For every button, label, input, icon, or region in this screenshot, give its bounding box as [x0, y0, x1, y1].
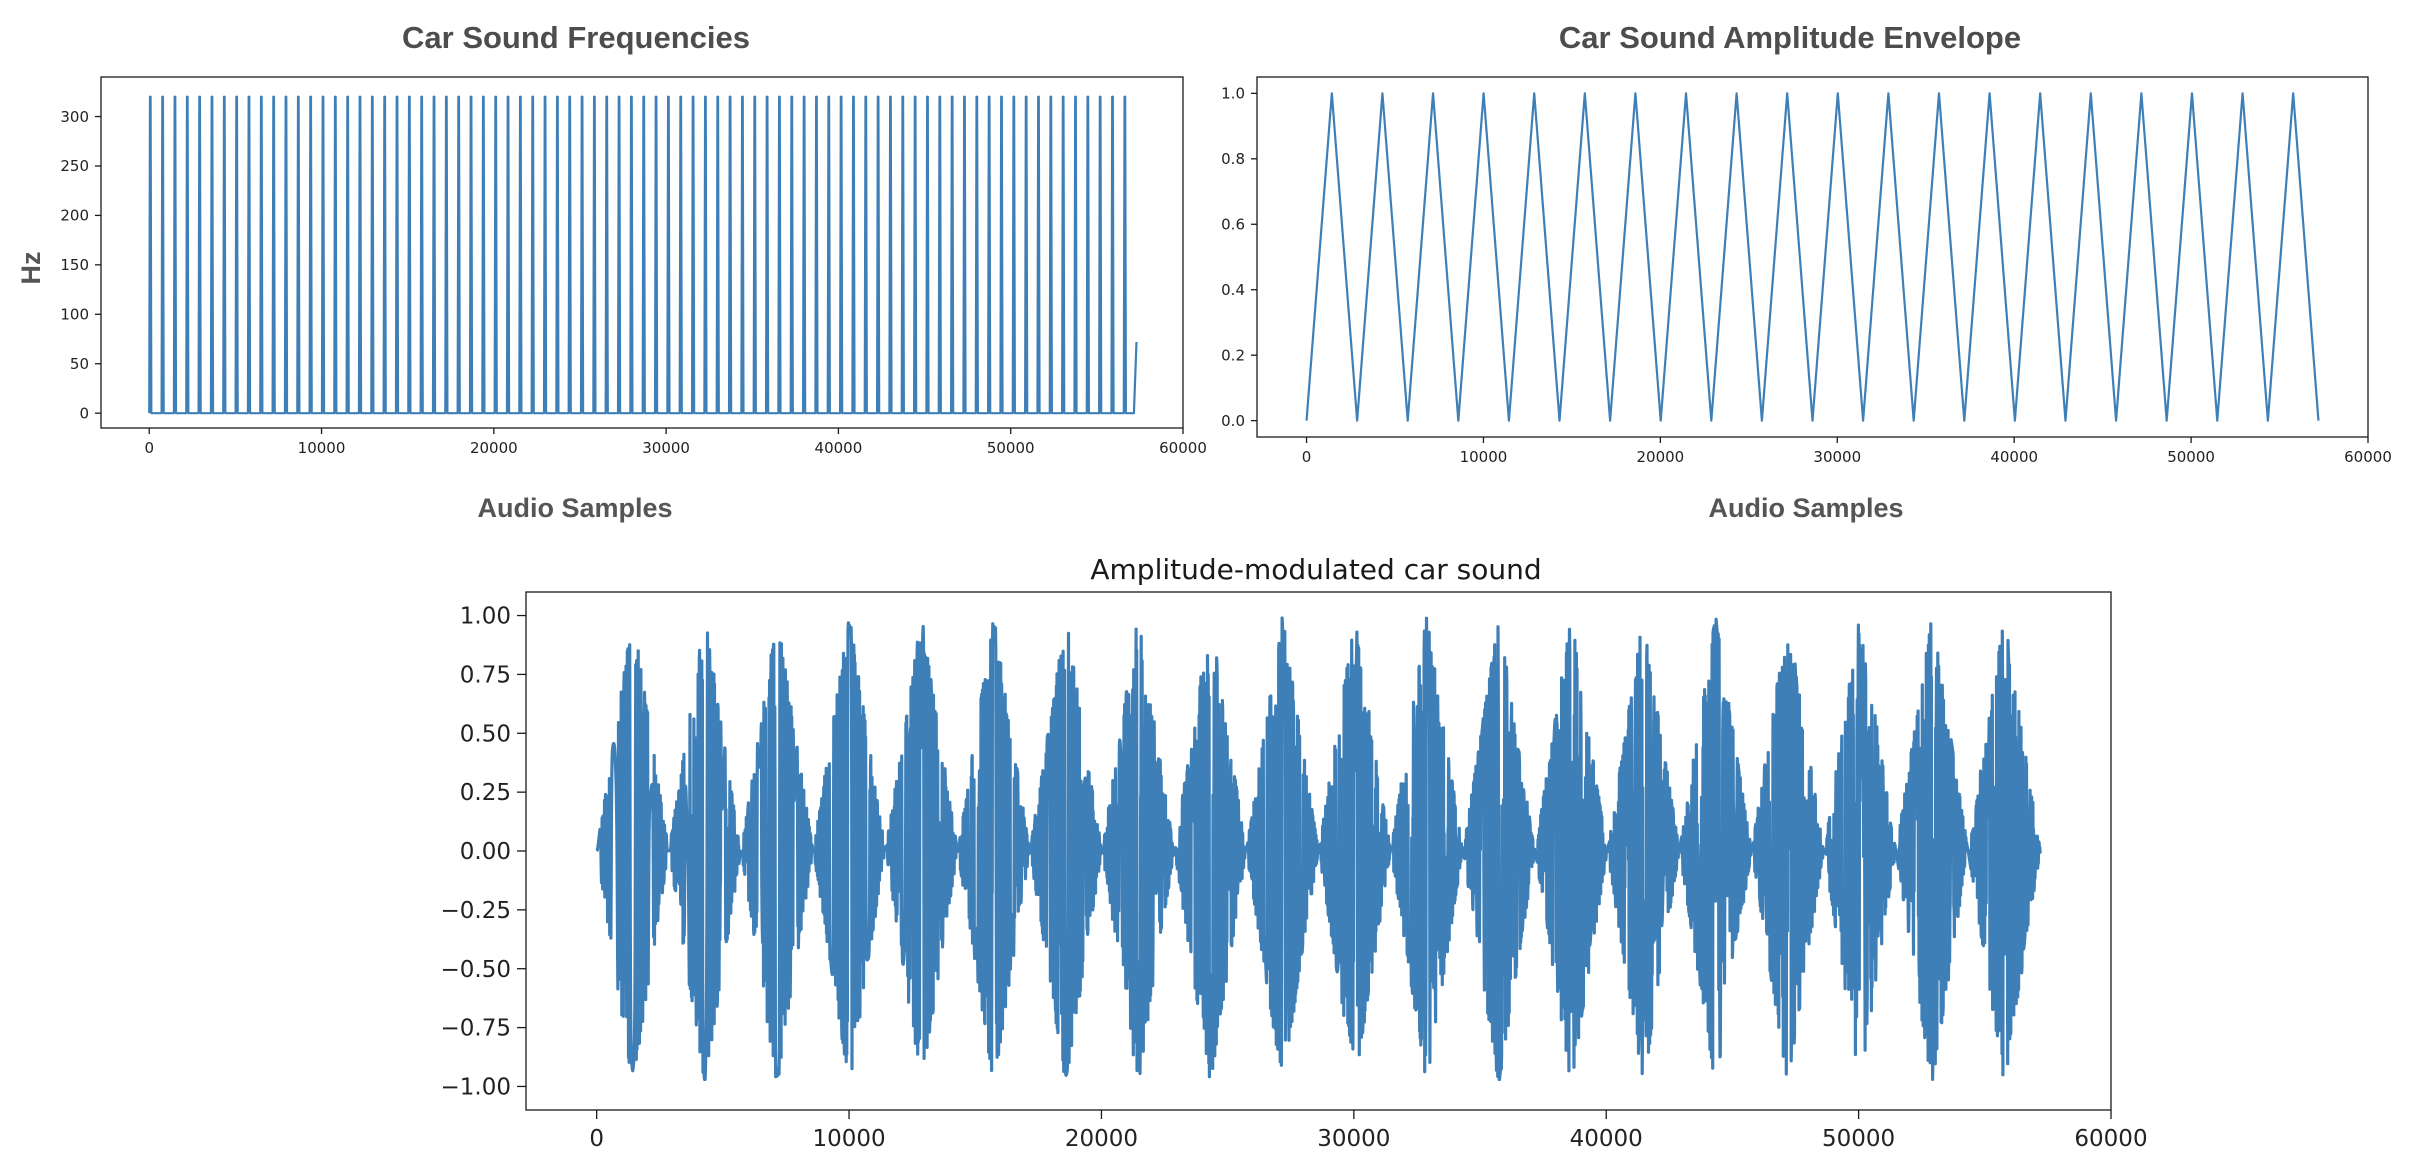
- frequencies-y-tick-label: 200: [60, 207, 89, 225]
- envelope-axes-frame: [1256, 76, 2369, 438]
- envelope-plot-area: [1305, 92, 2320, 422]
- envelope-y-ticks: 0.0 0.2 0.4 0.6 0.8 1.0: [1221, 85, 1257, 430]
- frequencies-y-ticks: 0 50 100 150 200 250 300: [60, 108, 101, 422]
- modulated-y-tick-label: 0.25: [460, 780, 511, 806]
- modulated-axes-frame: [525, 591, 2112, 1111]
- frequencies-x-tick-label: 10000: [298, 439, 346, 457]
- modulated-y-tick-label: 0.50: [460, 721, 511, 747]
- frequencies-chart: Car Sound Frequencies Hz Audio Samples 0…: [16, 20, 1207, 523]
- frequencies-axes-frame: [100, 76, 1184, 429]
- frequencies-x-tick-label: 0: [144, 439, 154, 457]
- modulated-y-tick-label: 0.00: [460, 839, 511, 865]
- modulated-series-line: [595, 616, 2042, 1081]
- envelope-chart-title: Car Sound Amplitude Envelope: [1559, 20, 2021, 55]
- modulated-x-tick-label: 60000: [2074, 1126, 2147, 1152]
- frequencies-plot-area: [148, 95, 1138, 415]
- envelope-x-axis-label: Audio Samples: [1708, 493, 1903, 523]
- modulated-x-tick-label: 30000: [1317, 1126, 1390, 1152]
- envelope-y-tick-label: 0.0: [1221, 412, 1245, 430]
- modulated-y-tick-label: −0.50: [441, 957, 511, 983]
- frequencies-y-tick-label: 0: [79, 404, 89, 422]
- frequencies-x-ticks: 0 10000 20000 30000 40000 50000 60000: [144, 428, 1207, 457]
- envelope-x-tick-label: 60000: [2344, 448, 2392, 466]
- envelope-x-tick-label: 50000: [2167, 448, 2215, 466]
- modulated-y-tick-label: 1.00: [460, 604, 511, 630]
- envelope-x-tick-label: 30000: [1813, 448, 1861, 466]
- envelope-y-tick-label: 0.4: [1221, 281, 1245, 299]
- modulated-x-tick-label: 50000: [1822, 1126, 1895, 1152]
- modulated-x-tick-label: 40000: [1570, 1126, 1643, 1152]
- modulated-y-ticks: 1.00 0.75 0.50 0.25 0.00 −0.25 −0.50 −0.75 −1.00: [441, 604, 526, 1101]
- envelope-x-tick-label: 40000: [1990, 448, 2038, 466]
- modulated-x-tick-label: 0: [589, 1126, 604, 1152]
- frequencies-x-axis-label: Audio Samples: [477, 493, 672, 523]
- envelope-chart: Car Sound Amplitude Envelope Audio Sampl…: [1221, 20, 2392, 523]
- frequencies-y-axis-label: Hz: [16, 252, 46, 285]
- frequencies-y-tick-label: 50: [70, 355, 89, 373]
- frequencies-y-tick-label: 300: [60, 108, 89, 126]
- envelope-y-tick-label: 0.2: [1221, 346, 1245, 364]
- envelope-x-tick-label: 0: [1302, 448, 1312, 466]
- frequencies-x-tick-label: 60000: [1159, 439, 1207, 457]
- envelope-series-line: [1305, 92, 2320, 422]
- modulated-x-ticks: 0 10000 20000 30000 40000 50000 60000: [589, 1110, 2148, 1152]
- modulated-plot-area: [595, 616, 2042, 1081]
- frequencies-y-tick-label: 250: [60, 157, 89, 175]
- frequencies-y-tick-label: 150: [60, 256, 89, 274]
- envelope-x-tick-label: 10000: [1460, 448, 1508, 466]
- envelope-y-tick-label: 0.8: [1221, 150, 1245, 168]
- frequencies-y-tick-label: 100: [60, 306, 89, 324]
- frequencies-series-line: [148, 95, 1138, 415]
- modulated-x-tick-label: 10000: [812, 1126, 885, 1152]
- frequencies-x-tick-label: 40000: [815, 439, 863, 457]
- envelope-y-tick-label: 1.0: [1221, 85, 1245, 103]
- frequencies-x-tick-label: 20000: [470, 439, 518, 457]
- frequencies-x-tick-label: 50000: [987, 439, 1035, 457]
- frequencies-x-tick-label: 30000: [642, 439, 690, 457]
- modulated-chart: Amplitude-modulated car sound 0 10000 2000…: [441, 553, 2148, 1152]
- modulated-y-tick-label: −1.00: [441, 1075, 511, 1101]
- modulated-y-tick-label: −0.75: [441, 1016, 511, 1042]
- modulated-y-tick-label: −0.25: [441, 898, 511, 924]
- envelope-y-tick-label: 0.6: [1221, 216, 1245, 234]
- frequencies-chart-title: Car Sound Frequencies: [402, 20, 750, 55]
- modulated-y-tick-label: 0.75: [460, 662, 511, 688]
- modulated-x-tick-label: 20000: [1065, 1126, 1138, 1152]
- envelope-x-ticks: 0 10000 20000 30000 40000 50000 60000: [1302, 437, 2392, 466]
- envelope-x-tick-label: 20000: [1636, 448, 1684, 466]
- modulated-chart-title: Amplitude-modulated car sound: [1090, 553, 1541, 586]
